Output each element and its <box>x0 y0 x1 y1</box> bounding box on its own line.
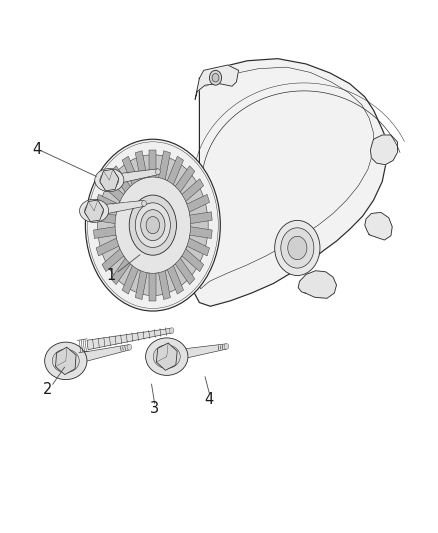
Ellipse shape <box>224 344 229 349</box>
Polygon shape <box>87 328 172 350</box>
Polygon shape <box>174 257 195 285</box>
Polygon shape <box>365 213 392 240</box>
Polygon shape <box>174 166 195 193</box>
Polygon shape <box>122 156 139 186</box>
Ellipse shape <box>169 328 174 334</box>
Text: 4: 4 <box>32 142 42 157</box>
Ellipse shape <box>135 203 170 247</box>
Ellipse shape <box>141 200 146 206</box>
Polygon shape <box>102 179 125 203</box>
Circle shape <box>281 228 314 268</box>
Polygon shape <box>56 347 76 375</box>
Polygon shape <box>101 200 145 215</box>
Polygon shape <box>181 248 204 272</box>
Polygon shape <box>135 269 148 300</box>
Ellipse shape <box>127 344 132 350</box>
Ellipse shape <box>85 139 220 311</box>
Polygon shape <box>371 135 397 165</box>
Polygon shape <box>176 344 227 360</box>
Ellipse shape <box>146 216 159 234</box>
Text: 3: 3 <box>150 401 159 416</box>
Polygon shape <box>100 169 119 191</box>
Polygon shape <box>93 227 117 238</box>
Polygon shape <box>167 264 184 294</box>
Polygon shape <box>85 200 104 222</box>
Ellipse shape <box>80 199 109 222</box>
Ellipse shape <box>115 177 191 273</box>
Polygon shape <box>93 212 117 224</box>
Polygon shape <box>135 151 148 181</box>
Polygon shape <box>96 238 120 256</box>
Polygon shape <box>111 257 131 285</box>
Text: 4: 4 <box>205 392 214 407</box>
Ellipse shape <box>95 168 124 191</box>
Ellipse shape <box>153 345 180 368</box>
Polygon shape <box>156 343 177 370</box>
Polygon shape <box>96 195 120 213</box>
Ellipse shape <box>45 342 87 379</box>
Circle shape <box>288 236 307 260</box>
Ellipse shape <box>85 203 103 219</box>
Polygon shape <box>298 271 336 298</box>
Polygon shape <box>181 179 204 203</box>
Polygon shape <box>149 150 156 179</box>
Polygon shape <box>167 156 184 186</box>
Circle shape <box>275 220 320 276</box>
Ellipse shape <box>115 177 191 273</box>
Polygon shape <box>158 269 170 300</box>
Ellipse shape <box>100 172 119 188</box>
Ellipse shape <box>155 169 160 175</box>
Ellipse shape <box>52 349 79 373</box>
Polygon shape <box>149 271 156 301</box>
Ellipse shape <box>59 355 73 367</box>
Polygon shape <box>186 238 210 256</box>
Polygon shape <box>111 166 131 193</box>
Text: 2: 2 <box>42 382 52 397</box>
Polygon shape <box>158 151 170 181</box>
Circle shape <box>209 70 222 85</box>
Polygon shape <box>189 227 212 238</box>
Circle shape <box>212 74 219 82</box>
Polygon shape <box>193 59 387 306</box>
Polygon shape <box>122 264 139 294</box>
Ellipse shape <box>160 351 173 362</box>
Polygon shape <box>75 345 130 364</box>
Polygon shape <box>102 248 125 272</box>
Ellipse shape <box>141 209 165 240</box>
Polygon shape <box>186 195 210 213</box>
Polygon shape <box>117 169 158 184</box>
Ellipse shape <box>98 155 208 296</box>
Text: 1: 1 <box>106 268 116 283</box>
Polygon shape <box>195 65 239 100</box>
Ellipse shape <box>129 195 177 255</box>
Ellipse shape <box>145 338 188 375</box>
Polygon shape <box>189 212 212 224</box>
